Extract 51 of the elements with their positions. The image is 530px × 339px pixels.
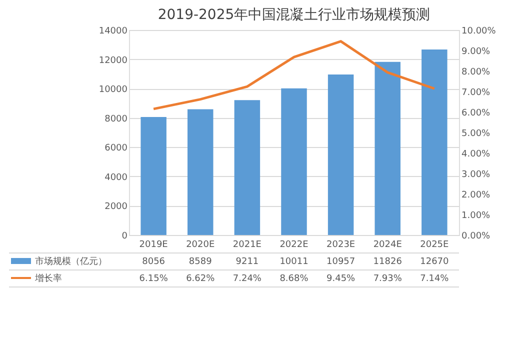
y2-tick-label: 8.00% (462, 68, 491, 78)
y-tick-label: 14000 (98, 26, 128, 36)
x-tick-label: 2021E (232, 240, 262, 250)
data-label: 12670 (420, 257, 450, 267)
data-label: 6.15% (139, 274, 168, 284)
y2-tick-label: 6.00% (462, 108, 491, 118)
y2-tick-label: 2.00% (462, 190, 491, 200)
y-tick-label: 2000 (104, 202, 128, 212)
bar (140, 117, 166, 235)
bar (281, 88, 307, 235)
bar (374, 62, 400, 235)
y-tick-label: 8000 (104, 114, 128, 124)
x-tick-label: 2022E (280, 240, 309, 250)
y2-tick-label: 9.00% (462, 47, 491, 57)
x-tick-label: 2023E (326, 240, 356, 250)
legend-label: 增长率 (34, 273, 62, 284)
bar (422, 49, 448, 235)
bar (234, 100, 260, 235)
data-label: 7.24% (232, 274, 262, 284)
data-label: 6.62% (186, 274, 216, 284)
data-label: 7.93% (373, 274, 402, 284)
y-tick-label: 0 (122, 232, 128, 242)
data-label: 8.68% (280, 274, 309, 284)
y-tick-label: 10000 (98, 85, 128, 96)
x-tick-label: 2024E (373, 240, 402, 250)
data-label: 10957 (326, 257, 356, 267)
data-label: 9211 (236, 257, 259, 267)
y2-tick-label: 5.00% (462, 129, 491, 139)
data-label: 8056 (142, 257, 166, 267)
legend-label: 市场规模（亿元） (35, 256, 107, 267)
chart-title: 2019-2025年中国混凝土行业市场规模预测 (158, 7, 430, 23)
data-label: 9.45% (326, 274, 356, 284)
y2-tick-label: 10.00% (462, 26, 496, 36)
y2-tick-label: 3.00% (462, 170, 491, 180)
y2-tick-label: 4.00% (462, 150, 491, 160)
y-tick-label: 6000 (104, 144, 128, 154)
x-tick-label: 2025E (420, 240, 450, 250)
y2-tick-label: 0.00% (462, 232, 491, 242)
data-label: 7.14% (420, 274, 450, 284)
y2-tick-label: 7.00% (462, 88, 491, 98)
data-label: 11826 (373, 257, 402, 267)
data-label: 8589 (188, 257, 212, 267)
bar (188, 109, 214, 235)
y-tick-label: 4000 (104, 172, 128, 183)
x-tick-label: 2019E (139, 240, 168, 250)
line-series (152, 40, 436, 110)
y2-tick-label: 1.00% (462, 211, 491, 221)
data-label: 10011 (280, 257, 308, 267)
y-tick-label: 12000 (98, 56, 128, 66)
bar (328, 74, 354, 235)
x-tick-label: 2020E (186, 240, 215, 250)
